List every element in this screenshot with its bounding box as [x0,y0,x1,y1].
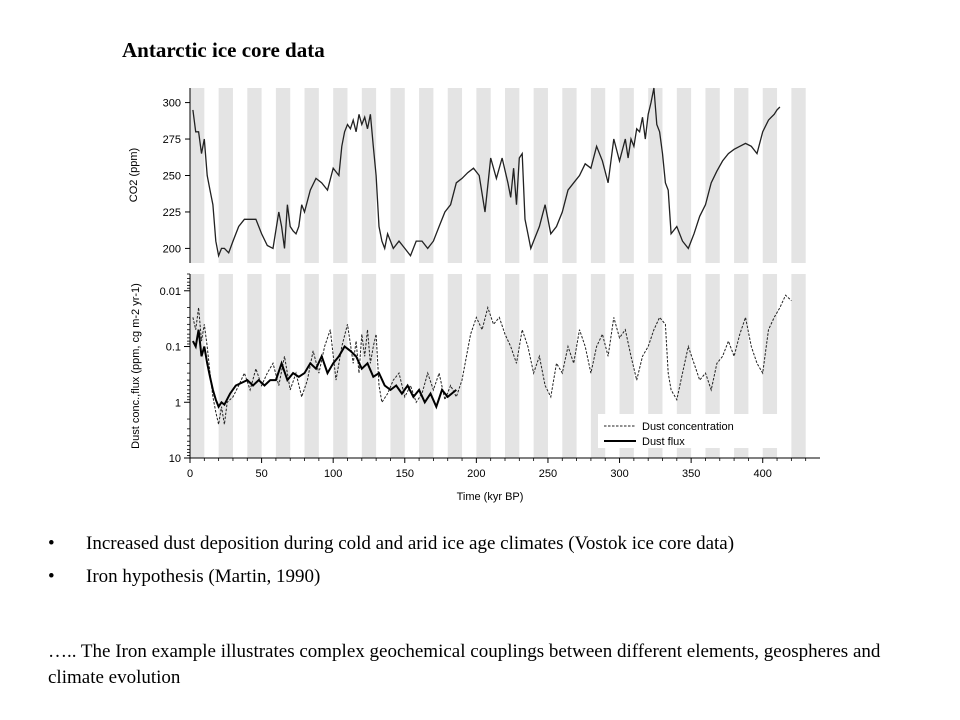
co2-series-line [192,87,781,259]
co2-band-stripe [505,88,520,263]
dust-y-ticks: 0.01 0.1 1 10 [160,286,190,465]
co2-y-tick-label: 200 [163,243,181,255]
co2-band-stripe [590,88,606,263]
bullet-item: • Increased dust deposition during cold a… [48,533,734,555]
x-tick-label: 50 [255,468,267,480]
co2-band-stripe [190,88,205,263]
co2-y-axis-label: CO2 (ppm) [128,148,140,202]
co2-band-stripe [762,88,778,263]
dust-band-stripe [390,274,405,458]
co2-band-stripe [304,88,319,263]
x-tick-label: 400 [754,468,772,480]
footer-text: ….. The Iron example illustrates complex… [48,641,881,688]
co2-band-stripe [218,88,233,263]
co2-y-ticks: 200 225 250 275 300 [163,98,190,255]
dust-y-tick-label: 0.01 [160,286,181,298]
co2-band-stripe [419,88,434,263]
co2-y-tick-label: 225 [163,207,181,219]
dust-y-tick-label: 10 [169,453,181,465]
dust-flux-line [192,329,457,410]
bullet-text: Increased dust deposition during cold an… [86,533,735,554]
slide-title: Antarctic ice core data [122,38,325,62]
co2-y-tick-label: 250 [163,171,181,183]
co2-band-stripe [333,88,348,263]
legend-label-dust-flux: Dust flux [642,436,685,448]
ice-core-figure: 200 225 250 275 300 CO2 (ppm) 0.01 0.1 1 10 0 50… [128,87,820,503]
dust-band-stripe [505,274,520,458]
co2-y-tick-label: 300 [163,98,181,110]
bullet-text: Iron hypothesis (Martin, 1990) [86,566,321,587]
dust-band-stripe [333,274,348,458]
x-tick-label: 150 [396,468,414,480]
x-axis-label: Time (kyr BP) [457,491,524,503]
co2-band-stripe [619,88,634,263]
bullet-marker: • [48,566,55,587]
bullet-marker: • [48,533,55,554]
bullet-item: • Iron hypothesis (Martin, 1990) [48,566,734,588]
dust-band-stripe [619,274,634,458]
x-tick-label: 300 [610,468,628,480]
dust-concentration-line [192,294,792,425]
co2-band-stripe [734,88,749,263]
dust-band-stripe [447,274,463,458]
dust-band-stripe [190,274,205,458]
dust-band-stripe [562,274,577,458]
dust-band-stripe [476,274,491,458]
x-tick-label: 250 [539,468,557,480]
co2-band-stripe [476,88,491,263]
co2-band-stripe [676,88,692,263]
co2-band-stripe [447,88,463,263]
legend: Dust concentration Dust flux [598,414,778,448]
dust-y-minor-ticks [187,273,190,456]
co2-band-stripe [247,88,262,263]
dust-band-stripe [590,274,606,458]
dust-y-tick-label: 0.1 [166,342,181,354]
bullet-list: • Increased dust deposition during cold a… [48,533,734,599]
co2-band-stripe [533,88,548,263]
co2-band-stripe [791,88,806,263]
co2-band-stripe [390,88,405,263]
co2-band-stripes [190,88,806,263]
co2-y-tick-label: 275 [163,134,181,146]
co2-band-stripe [562,88,577,263]
dust-band-stripe [791,274,806,458]
dust-y-tick-label: 1 [175,397,181,409]
co2-band-stripe [361,88,377,263]
dust-band-stripe [419,274,434,458]
legend-label-dust-concentration: Dust concentration [642,421,734,433]
x-tick-label: 0 [187,468,193,480]
dust-y-axis-label: Dust conc.,flux (ppm, cg m-2 yr-1) [130,283,142,449]
x-tick-label: 100 [324,468,342,480]
x-tick-label: 350 [682,468,700,480]
dust-band-stripe [705,274,720,458]
dust-band-stripe [247,274,262,458]
dust-band-stripe [218,274,233,458]
co2-band-stripe [705,88,720,263]
x-tick-label: 200 [467,468,485,480]
x-ticks: 0 50 100 150 200 250 300 350 400 [187,458,807,480]
